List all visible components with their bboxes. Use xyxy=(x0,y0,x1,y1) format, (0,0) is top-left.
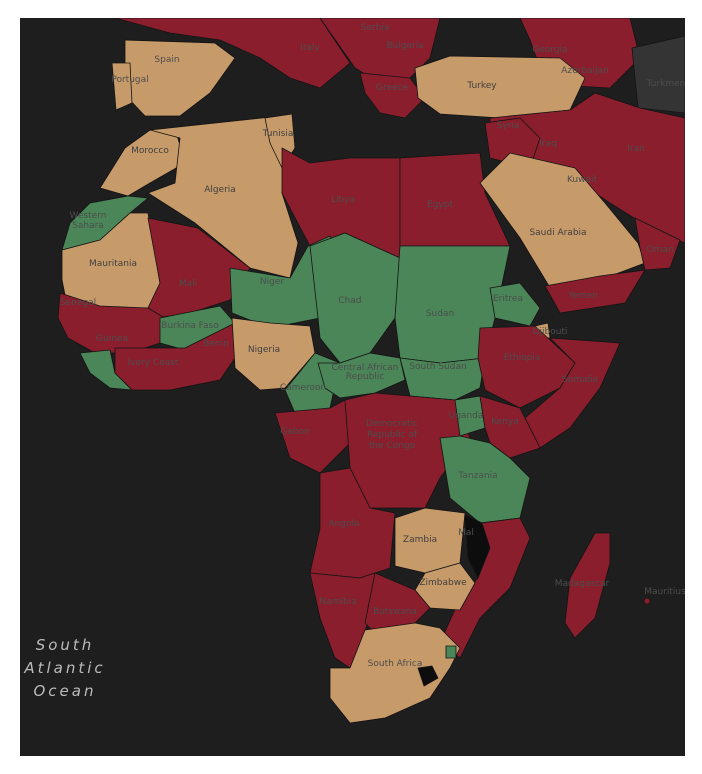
label-spain: Spain xyxy=(154,55,179,65)
label-car-1: Central African xyxy=(331,363,398,373)
label-western-sahara-2: Sahara xyxy=(72,221,104,231)
label-tanzania: Tanzania xyxy=(457,471,497,481)
label-syria: Syria xyxy=(497,121,520,131)
label-madagascar: Madagascar xyxy=(555,579,610,589)
label-sudan: Sudan xyxy=(426,309,454,319)
label-libya: Libya xyxy=(331,195,355,205)
ghana-benin-region[interactable] xyxy=(114,322,236,391)
ocean-label-line-3: Ocean xyxy=(34,682,97,700)
map-frame[interactable]: Spain Portugal Italy Serbia Bulgaria Gre… xyxy=(20,18,685,756)
label-mauritania: Mauritania xyxy=(89,259,137,269)
ocean-label-line-1: South xyxy=(36,636,95,654)
choropleth-map[interactable]: Spain Portugal Italy Serbia Bulgaria Gre… xyxy=(20,18,685,756)
label-ethiopia: Ethiopia xyxy=(504,353,541,363)
label-nigeria: Nigeria xyxy=(248,345,280,355)
label-mauritius: Mauritius xyxy=(644,587,685,597)
italy-region[interactable] xyxy=(114,18,351,89)
label-turkey: Turkey xyxy=(466,81,497,91)
label-georgia: Georgia xyxy=(532,45,567,55)
label-greece: Greece xyxy=(376,83,408,93)
label-portugal: Portugal xyxy=(111,75,148,85)
label-namibia: Namibia xyxy=(319,597,356,607)
label-italy: Italy xyxy=(300,43,320,53)
label-azerbaijan: Azerbaijan xyxy=(561,66,609,76)
label-kenya: Kenya xyxy=(491,417,519,427)
label-djibouti: Djibouti xyxy=(533,327,568,337)
angola-region[interactable] xyxy=(309,467,396,579)
label-turkmenistan: Turkmen xyxy=(646,79,685,89)
oman-region[interactable] xyxy=(634,217,681,271)
turkey-region[interactable] xyxy=(414,55,586,119)
label-angola: Angola xyxy=(328,519,359,529)
label-benin: Benin xyxy=(203,339,229,349)
lesotho-region[interactable] xyxy=(417,665,439,687)
label-zambia: Zambia xyxy=(403,535,437,545)
tanzania-region[interactable] xyxy=(439,435,531,524)
label-algeria: Algeria xyxy=(204,185,236,195)
label-serbia: Serbia xyxy=(361,23,390,33)
label-egypt: Egypt xyxy=(427,200,453,210)
egypt-region[interactable] xyxy=(399,152,511,247)
eswatini-region[interactable] xyxy=(445,645,457,659)
label-drc-1: Democratic xyxy=(366,419,418,429)
label-eritrea: Eritrea xyxy=(493,294,523,304)
greece-region[interactable] xyxy=(359,72,426,119)
label-malawi: Mal xyxy=(458,528,474,538)
eritrea-region[interactable] xyxy=(489,282,541,327)
label-uganda: Uganda xyxy=(449,411,484,421)
label-botswana: Botswana xyxy=(373,607,417,617)
label-drc-2: Republic of xyxy=(367,430,418,440)
label-cameroon: Cameroon xyxy=(280,383,326,393)
label-drc-3: the Congo xyxy=(369,441,416,451)
ocean-label-line-2: Atlantic xyxy=(23,659,105,677)
turkmenistan-region[interactable] xyxy=(631,35,685,114)
label-ivory-coast: Ivory Coast xyxy=(128,358,179,368)
label-senegal: Senegal xyxy=(60,298,96,308)
label-saudi-arabia: Saudi Arabia xyxy=(529,228,586,238)
label-gabon: Gabon xyxy=(280,427,309,437)
label-kuwait: Kuwait xyxy=(567,175,598,185)
yemen-region[interactable] xyxy=(544,269,646,314)
kenya-region[interactable] xyxy=(479,395,541,459)
portugal-region[interactable] xyxy=(111,62,133,111)
levant-region[interactable] xyxy=(484,117,541,169)
label-guinea: Guinea xyxy=(96,334,128,344)
mauritius-region[interactable] xyxy=(643,597,651,605)
label-mali: Mali xyxy=(179,279,197,289)
label-car-2: Republic xyxy=(346,372,385,382)
label-burkina-faso: Burkina Faso xyxy=(161,321,219,331)
label-bulgaria: Bulgaria xyxy=(386,41,423,51)
label-iraq: Iraq xyxy=(539,139,557,149)
label-south-africa: South Africa xyxy=(368,659,423,669)
label-tunisia: Tunisia xyxy=(262,129,294,139)
label-chad: Chad xyxy=(338,296,361,306)
mozambique-region[interactable] xyxy=(439,517,531,659)
madagascar-region[interactable] xyxy=(564,532,611,639)
label-western-sahara-1: Western xyxy=(70,211,107,221)
car-region[interactable] xyxy=(317,352,406,399)
label-niger: Niger xyxy=(260,277,284,287)
nigeria-region[interactable] xyxy=(231,317,316,391)
label-south-sudan: South Sudan xyxy=(409,362,466,372)
label-yemen: Yemen xyxy=(567,291,598,301)
label-iran: Iran xyxy=(627,144,645,154)
label-oman: Oman xyxy=(646,245,673,255)
label-morocco: Morocco xyxy=(131,146,169,156)
label-somalia: Somalia xyxy=(562,375,598,385)
label-zimbabwe: Zimbabwe xyxy=(419,578,467,588)
